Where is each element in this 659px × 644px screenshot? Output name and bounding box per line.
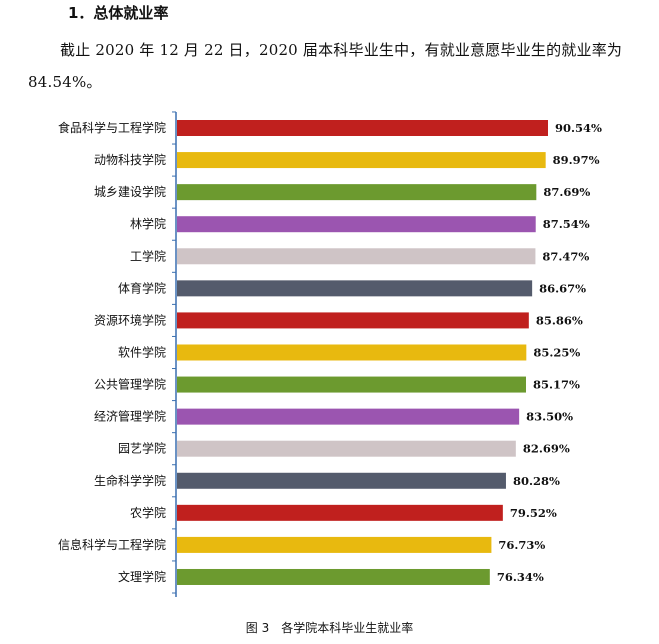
value-label: 87.54% [543,217,590,231]
bar [177,248,536,265]
value-label: 89.97% [553,153,600,167]
bar [177,152,546,169]
bar [177,440,516,457]
category-label: 食品科学与工程学院 [58,120,166,135]
value-label: 83.50% [526,410,573,424]
bar [177,344,527,361]
category-label: 体育学院 [118,280,166,295]
value-label: 76.34% [497,570,544,584]
value-label: 87.69% [543,185,590,199]
value-label: 90.54% [555,121,602,135]
value-label: 82.69% [523,442,570,456]
section-heading: 1．总体就业率 [68,4,169,22]
bar [177,568,490,585]
category-label: 经济管理学院 [94,409,166,424]
category-label: 软件学院 [118,344,166,359]
category-label: 文理学院 [118,569,166,584]
category-label: 信息科学与工程学院 [58,537,166,552]
category-label: 生命科学学院 [94,473,166,488]
bar [177,280,533,297]
employment-rate-bar-chart: 食品科学与工程学院动物科技学院城乡建设学院林学院工学院体育学院资源环境学院软件学… [58,111,602,597]
value-label: 79.52% [510,506,557,520]
value-label: 87.47% [542,249,589,263]
bar [177,376,526,393]
category-labels: 食品科学与工程学院动物科技学院城乡建设学院林学院工学院体育学院资源环境学院软件学… [58,120,166,584]
bar-series [177,120,548,585]
category-label: 工学院 [130,248,166,263]
category-label: 动物科技学院 [94,152,166,167]
bar [177,216,536,233]
value-label: 85.17% [533,378,580,392]
bar [177,408,520,425]
category-label: 公共管理学院 [94,377,166,392]
bar [177,472,506,489]
bar [177,536,492,553]
value-label: 76.73% [498,538,545,552]
category-label: 林学院 [130,216,166,231]
category-label: 城乡建设学院 [94,184,166,199]
figure-caption: 图 3 各学院本科毕业生就业率 [245,621,414,635]
intro-paragraph: 截止 2020 年 12 月 22 日，2020 届本科毕业生中，有就业意愿毕业… [28,41,623,91]
bar [177,312,529,329]
value-label: 86.67% [539,281,586,295]
category-label: 园艺学院 [118,441,166,456]
category-label: 资源环境学院 [94,312,166,327]
bar [177,120,548,136]
y-axis-ticks [172,111,176,594]
bar [177,504,503,521]
value-label: 80.28% [513,474,560,488]
bar [177,184,537,201]
value-label: 85.25% [533,345,580,359]
category-label: 农学院 [130,505,166,520]
value-labels: 90.54% 89.97% 87.69% 87.54% 87.47% 86.67% 85.8… [497,121,602,584]
value-label: 85.86% [536,313,583,327]
